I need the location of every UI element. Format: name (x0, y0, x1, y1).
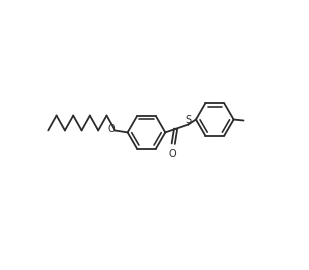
Text: S: S (185, 115, 192, 125)
Text: O: O (108, 124, 115, 134)
Text: O: O (168, 148, 176, 159)
